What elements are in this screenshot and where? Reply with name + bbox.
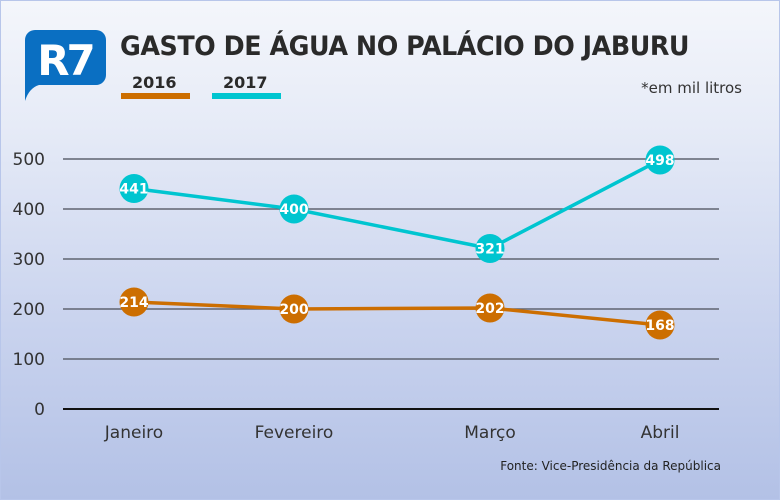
chart-title: GASTO DE ÁGUA NO PALÁCIO DO JABURU bbox=[120, 31, 690, 62]
data-label-2017: 498 bbox=[645, 153, 674, 169]
legend-swatch-2016 bbox=[121, 93, 190, 99]
y-tick-label: 0 bbox=[34, 400, 45, 420]
data-point-2017 bbox=[279, 194, 309, 224]
series-line-2016 bbox=[133, 300, 661, 327]
data-point-2016 bbox=[645, 310, 675, 340]
y-tick-label: 100 bbox=[13, 350, 45, 370]
unit-note: *em mil litros bbox=[641, 79, 742, 97]
series-line-2017 bbox=[133, 158, 661, 251]
data-point-2017 bbox=[475, 234, 505, 263]
y-tick-label: 200 bbox=[13, 300, 45, 320]
data-label-2016: 168 bbox=[645, 318, 674, 334]
data-point-2016 bbox=[475, 293, 505, 323]
x-tick-label: Fevereiro bbox=[255, 423, 334, 443]
y-tick-label: 300 bbox=[13, 250, 45, 270]
legend-swatch-2017 bbox=[212, 93, 281, 99]
data-label-2017: 441 bbox=[119, 182, 148, 198]
legend-label-2016: 2016 bbox=[132, 73, 177, 92]
data-point-2017 bbox=[119, 174, 149, 203]
data-point-2017 bbox=[645, 145, 675, 175]
data-label-2016: 214 bbox=[119, 295, 148, 311]
data-label-2017: 400 bbox=[279, 202, 308, 218]
x-tick-label: Janeiro bbox=[104, 423, 163, 443]
data-point-2016 bbox=[119, 287, 149, 317]
x-tick-label: Abril bbox=[641, 423, 680, 443]
data-label-2017: 321 bbox=[475, 242, 504, 258]
y-tick-label: 400 bbox=[13, 200, 45, 220]
source-note: Fonte: Vice-Presidência da República bbox=[500, 459, 721, 473]
r7-logo: R7 bbox=[25, 30, 106, 101]
x-tick-label: Março bbox=[464, 423, 515, 443]
legend-label-2017: 2017 bbox=[223, 73, 268, 92]
svg-text:R7: R7 bbox=[37, 36, 93, 85]
y-tick-label: 500 bbox=[13, 150, 45, 170]
data-label-2016: 200 bbox=[279, 302, 308, 318]
data-point-2016 bbox=[279, 294, 309, 324]
data-label-2016: 202 bbox=[475, 301, 504, 317]
